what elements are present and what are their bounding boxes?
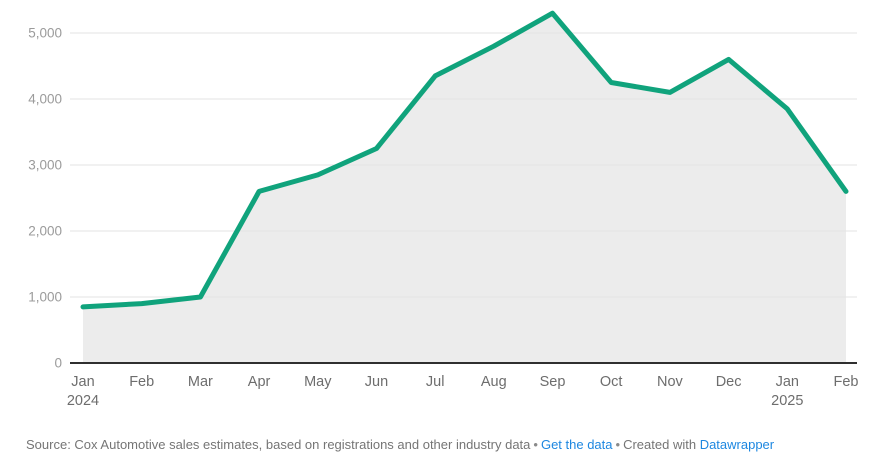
get-the-data-link[interactable]: Get the data [540, 437, 613, 452]
separator-dot: • [615, 437, 621, 452]
x-axis-tick-label: Dec [716, 374, 742, 390]
x-axis-tick-label: Aug [481, 374, 507, 390]
y-axis-tick-label: 1,000 [28, 290, 62, 305]
x-axis-tick-label: Apr [248, 374, 271, 390]
y-axis-tick-label: 3,000 [28, 158, 62, 173]
x-axis-tick-label: Jan [776, 374, 799, 390]
x-axis-tick-label: Jun [365, 374, 388, 390]
x-axis-tick-label: May [304, 374, 332, 390]
y-axis-tick-label: 4,000 [28, 92, 62, 107]
x-axis-tick-label: Nov [657, 374, 684, 390]
footer: Source: Cox Automotive sales estimates, … [26, 436, 774, 454]
y-axis-tick-label: 2,000 [28, 224, 62, 239]
created-with-text: Created with [623, 437, 697, 452]
data-line [80, 10, 849, 310]
x-axis-tick-label: Jan [71, 374, 94, 390]
x-axis-tick-label: Oct [600, 374, 623, 390]
x-axis-tick-label: Feb [834, 374, 859, 390]
line-chart: 0 1,000 2,000 3,000 4,000 5,000 Jan Feb Mar Apr Ma… [28, 10, 859, 409]
area-fill [83, 13, 846, 363]
y-axis-tick-label: 5,000 [28, 26, 62, 41]
x-axis-tick-label: Sep [540, 374, 566, 390]
datawrapper-link[interactable]: Datawrapper [699, 437, 775, 452]
source-text: Source: Cox Automotive sales estimates, … [26, 437, 531, 452]
x-axis-year-label: 2024 [67, 393, 99, 409]
x-axis-tick-label: Jul [426, 374, 445, 390]
x-axis-tick-label: Mar [188, 374, 213, 390]
x-axis-tick-label: Feb [129, 374, 154, 390]
x-axis-year-label: 2025 [771, 393, 803, 409]
separator-dot: • [533, 437, 538, 452]
y-axis-tick-label: 0 [54, 356, 62, 371]
